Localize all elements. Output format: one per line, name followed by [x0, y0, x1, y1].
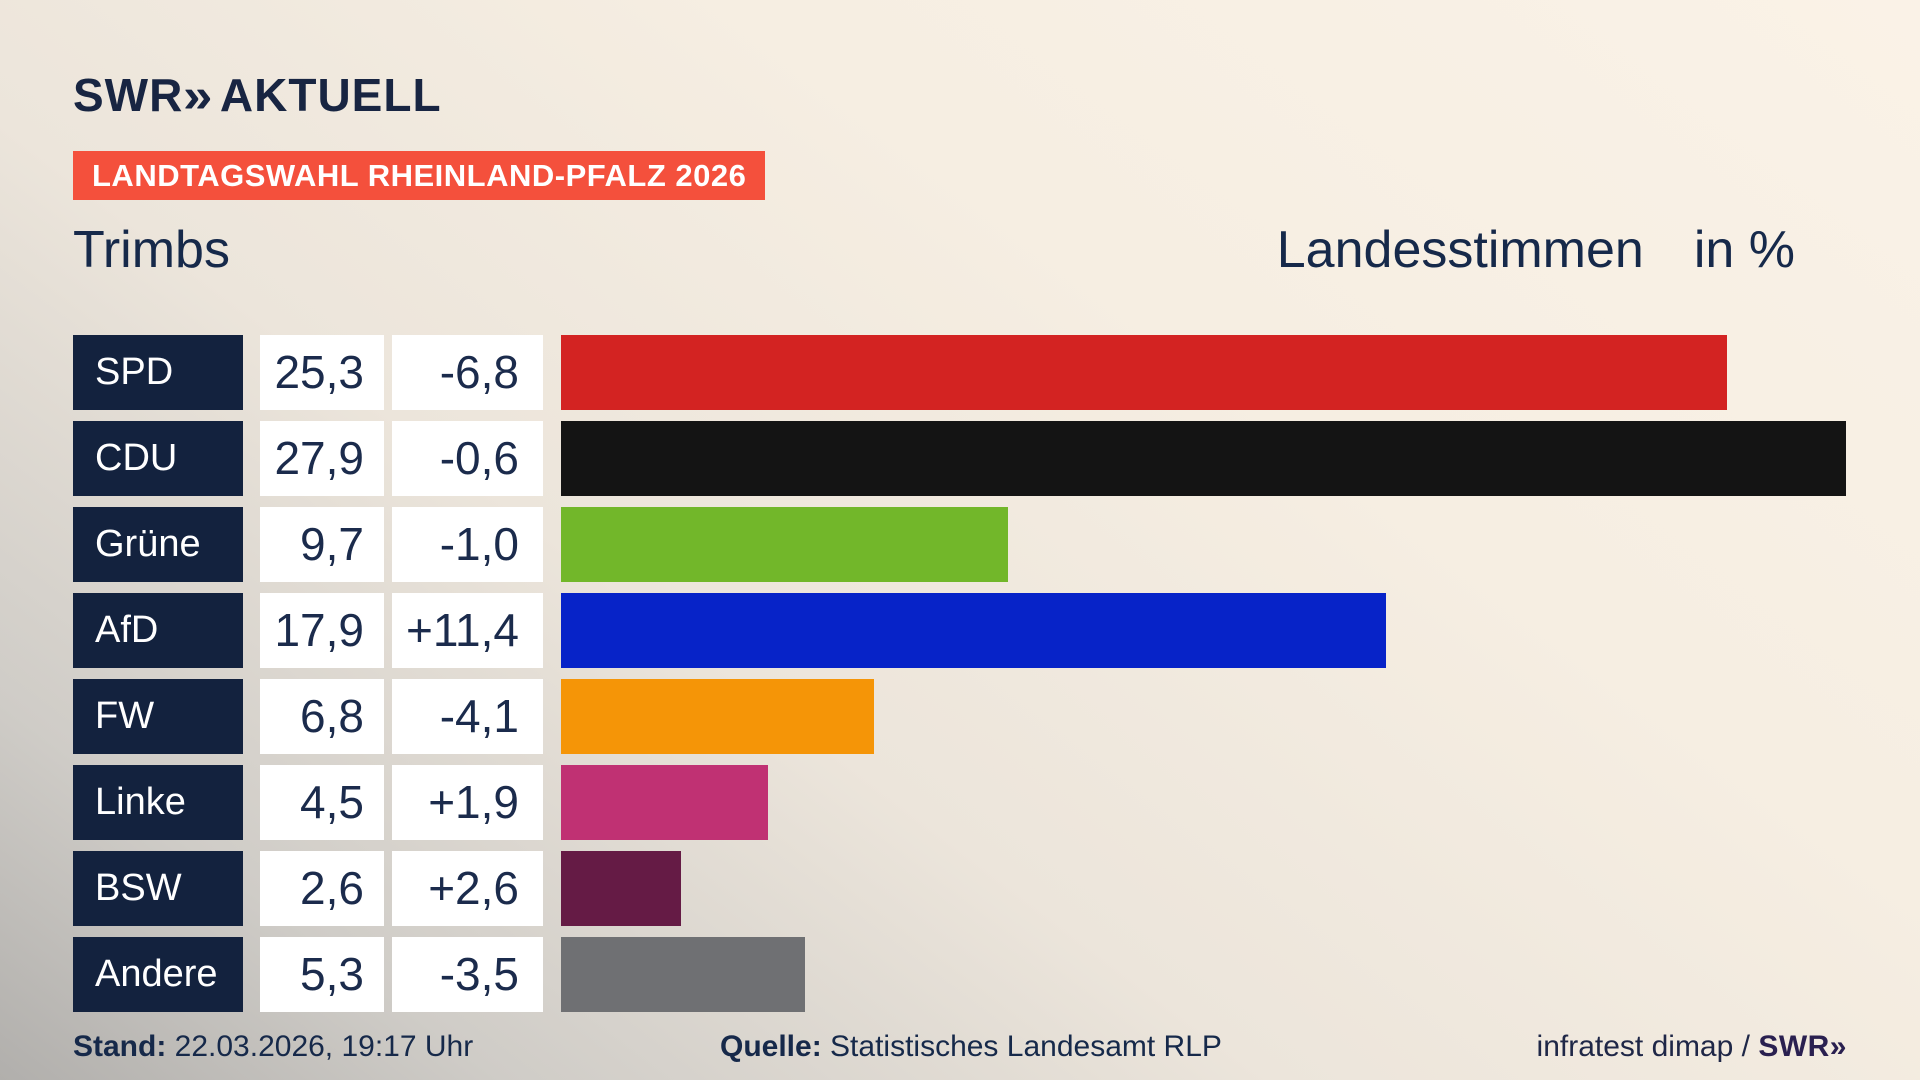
party-bar	[561, 937, 806, 1012]
party-value: 9,7	[260, 507, 384, 582]
swr-footer-logo: SWR»	[1758, 1030, 1847, 1063]
bar-track	[561, 593, 1920, 668]
party-label: AfD	[73, 593, 243, 668]
party-label: Andere	[73, 937, 243, 1012]
party-row: Grüne 9,7 -1,0	[73, 507, 1920, 582]
swr-logo-text: SWR	[73, 69, 184, 121]
party-value: 27,9	[260, 421, 384, 496]
party-bar	[561, 851, 681, 926]
party-change: -6,8	[392, 335, 543, 410]
party-label: Grüne	[73, 507, 243, 582]
municipality-title: Trimbs	[73, 221, 230, 279]
election-badge: LANDTAGSWAHL RHEINLAND-PFALZ 2026	[73, 151, 766, 200]
results-bar-chart: SPD 25,3 -6,8 CDU 27,9 -0,6 Grüne 9,7 -1,0 AfD 17,…	[73, 335, 1920, 1023]
vote-type-title: Landesstimmen in %	[1277, 220, 1795, 280]
party-change: -0,6	[392, 421, 543, 496]
party-change: -1,0	[392, 507, 543, 582]
party-bar	[561, 765, 769, 840]
party-label: CDU	[73, 421, 243, 496]
double-chevron-icon: »	[183, 67, 214, 123]
party-bar	[561, 593, 1386, 668]
party-row: SPD 25,3 -6,8	[73, 335, 1920, 410]
party-value: 4,5	[260, 765, 384, 840]
party-label: Linke	[73, 765, 243, 840]
party-bar	[561, 421, 1847, 496]
credit-text: infratest dimap /	[1536, 1030, 1759, 1063]
source-value: Statistisches Landesamt RLP	[821, 1030, 1222, 1063]
unit-label: in %	[1693, 221, 1795, 279]
party-bar	[561, 507, 1008, 582]
party-bar	[561, 679, 875, 754]
stand-label: Stand:	[73, 1030, 167, 1063]
bar-track	[561, 679, 1920, 754]
party-row: Linke 4,5 +1,9	[73, 765, 1920, 840]
bar-track	[561, 507, 1920, 582]
party-row: Andere 5,3 -3,5	[73, 937, 1920, 1012]
swr-aktuell-logo: SWR» AKTUELL	[73, 67, 442, 123]
party-value: 2,6	[260, 851, 384, 926]
party-row: CDU 27,9 -0,6	[73, 421, 1920, 496]
bar-track	[561, 421, 1920, 496]
stand-timestamp: Stand: 22.03.2026, 19:17 Uhr	[73, 1030, 473, 1064]
bar-track	[561, 937, 1920, 1012]
party-row: BSW 2,6 +2,6	[73, 851, 1920, 926]
party-row: FW 6,8 -4,1	[73, 679, 1920, 754]
party-bar	[561, 335, 1727, 410]
party-change: +1,9	[392, 765, 543, 840]
vote-type-label: Landesstimmen	[1276, 221, 1644, 279]
credit-note: infratest dimap / SWR»	[1537, 1030, 1847, 1064]
stand-value: 22.03.2026, 19:17 Uhr	[166, 1030, 474, 1063]
source-label: Quelle:	[720, 1030, 822, 1063]
party-row: AfD 17,9 +11,4	[73, 593, 1920, 668]
party-label: SPD	[73, 335, 243, 410]
bar-track	[561, 851, 1920, 926]
party-value: 5,3	[260, 937, 384, 1012]
bar-track	[561, 765, 1920, 840]
party-change: -3,5	[392, 937, 543, 1012]
aktuell-logo-text: AKTUELL	[219, 69, 442, 121]
party-change: +2,6	[392, 851, 543, 926]
source-note: Quelle: Statistisches Landesamt RLP	[720, 1030, 1222, 1064]
party-label: FW	[73, 679, 243, 754]
party-change: +11,4	[392, 593, 543, 668]
party-label: BSW	[73, 851, 243, 926]
party-value: 25,3	[260, 335, 384, 410]
party-value: 17,9	[260, 593, 384, 668]
bar-track	[561, 335, 1920, 410]
party-value: 6,8	[260, 679, 384, 754]
party-change: -4,1	[392, 679, 543, 754]
